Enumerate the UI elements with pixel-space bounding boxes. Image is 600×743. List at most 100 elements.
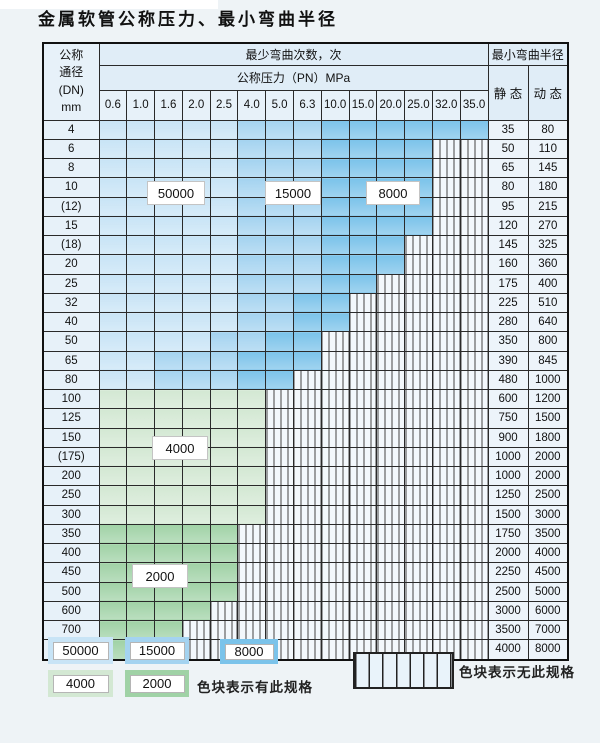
cell-no-spec [404, 408, 433, 429]
cell-dn: 8 [42, 157, 100, 179]
cell-no-spec [348, 581, 378, 602]
cell-spec-g2 [154, 542, 183, 564]
cell-no-spec [320, 369, 350, 391]
cell-no-spec [376, 408, 406, 429]
cell-no-spec [376, 311, 406, 333]
cell-spec-b1 [209, 138, 239, 160]
cell-spec-b3 [376, 215, 406, 237]
cell-spec-g2 [98, 542, 128, 564]
pressure-col-15.0: 15.0 [348, 89, 378, 121]
cell-dynamic-radius: 1500 [527, 408, 569, 429]
cell-static-radius: 280 [487, 311, 529, 333]
cell-no-spec [292, 542, 322, 564]
legend-swatch-4000: 4000 [48, 670, 113, 697]
cell-no-spec [404, 542, 433, 564]
cell-no-spec [292, 408, 322, 429]
cell-no-spec [265, 562, 294, 583]
cell-static-radius: 120 [487, 215, 529, 237]
cell-spec-g2 [209, 542, 239, 564]
cell-no-spec [348, 427, 378, 448]
pressure-col-1.0: 1.0 [126, 89, 156, 121]
cell-dynamic-radius: 1000 [527, 369, 569, 391]
scan-artifact-strip [0, 0, 218, 9]
cell-no-spec [292, 388, 322, 410]
cell-spec-b1 [209, 157, 239, 179]
cell-spec-g2 [209, 562, 239, 583]
cell-spec-g1 [126, 427, 156, 448]
cell-no-spec [376, 465, 406, 487]
cell-spec-b1 [181, 292, 211, 314]
cell-static-radius: 2000 [487, 542, 529, 564]
table-row-dn-20: 20 160 360 [42, 254, 569, 275]
cell-dn: 65 [42, 350, 100, 371]
cell-spec-b3 [348, 254, 378, 275]
cell-static-radius: 480 [487, 369, 529, 391]
cell-no-spec [376, 485, 406, 506]
cell-no-spec [404, 446, 433, 468]
cell-no-spec [265, 542, 294, 564]
cell-spec-b1 [126, 138, 156, 160]
static-column-header: 静 态 [487, 64, 529, 121]
cell-no-spec [265, 427, 294, 448]
cell-dn: 250 [42, 485, 100, 506]
cell-no-spec [431, 196, 461, 217]
cell-dn: 500 [42, 581, 100, 602]
cell-spec-b1 [98, 350, 128, 371]
cell-no-spec [431, 523, 461, 545]
cell-no-spec [348, 292, 378, 314]
cell-no-spec [431, 485, 461, 506]
cell-no-spec [265, 523, 294, 545]
cell-spec-b2 [265, 254, 294, 275]
dynamic-column-header: 动 态 [527, 64, 569, 121]
table-row-dn-150: 150 900 1800 [42, 427, 569, 448]
cell-no-spec [265, 408, 294, 429]
legend-label-8000: 8000 [224, 643, 274, 660]
cell-spec-g1 [154, 485, 183, 506]
cell-spec-b1 [98, 215, 128, 237]
cell-no-spec [348, 504, 378, 525]
cell-spec-g1 [154, 388, 183, 410]
cell-dn: (12) [42, 196, 100, 217]
cell-no-spec [265, 600, 294, 622]
cell-no-spec [237, 600, 267, 622]
cell-spec-b1 [209, 254, 239, 275]
cell-no-spec [376, 581, 406, 602]
cell-spec-b3 [265, 369, 294, 391]
cell-no-spec [292, 523, 322, 545]
cell-no-spec [376, 350, 406, 371]
cell-spec-b1 [98, 292, 128, 314]
cell-spec-b3 [348, 119, 378, 140]
cell-static-radius: 1000 [487, 446, 529, 468]
cell-no-spec [459, 542, 489, 564]
cell-spec-g2 [154, 523, 183, 545]
cell-spec-b1 [98, 273, 128, 294]
cell-spec-b2 [237, 215, 267, 237]
cell-dn: 80 [42, 369, 100, 391]
cell-dynamic-radius: 6000 [527, 600, 569, 622]
cell-no-spec [265, 465, 294, 487]
pressure-col-10.0: 10.0 [320, 89, 350, 121]
cell-no-spec [459, 177, 489, 198]
zone-label-4000: 4000 [152, 436, 208, 460]
legend-swatch-15000: 15000 [125, 637, 189, 664]
cell-no-spec [320, 388, 350, 410]
cell-spec-b3 [348, 138, 378, 160]
cell-no-spec [459, 273, 489, 294]
cell-spec-b3 [320, 157, 350, 179]
cell-static-radius: 390 [487, 350, 529, 371]
pressure-col-25.0: 25.0 [404, 89, 433, 121]
cell-spec-b3 [376, 254, 406, 275]
cell-no-spec [376, 388, 406, 410]
cell-spec-b2 [265, 311, 294, 333]
cell-spec-g1 [237, 408, 267, 429]
cell-no-spec [459, 485, 489, 506]
cell-no-spec [292, 504, 322, 525]
cell-no-spec [431, 619, 461, 641]
cell-no-spec [404, 350, 433, 371]
cell-no-spec [431, 600, 461, 622]
cell-spec-g2 [181, 523, 211, 545]
cell-dn: 20 [42, 254, 100, 275]
cell-no-spec [348, 408, 378, 429]
cell-spec-b1 [181, 215, 211, 237]
cell-spec-b2 [181, 369, 211, 391]
